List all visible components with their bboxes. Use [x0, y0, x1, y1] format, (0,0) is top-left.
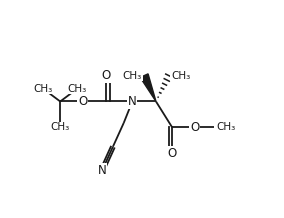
- Text: CH₃: CH₃: [171, 71, 190, 81]
- Text: CH₃: CH₃: [51, 122, 70, 132]
- Text: O: O: [168, 147, 177, 160]
- Text: CH₃: CH₃: [123, 71, 142, 81]
- Text: CH₃: CH₃: [68, 83, 87, 94]
- Text: O: O: [190, 121, 199, 134]
- Text: N: N: [98, 164, 106, 177]
- Polygon shape: [140, 74, 156, 101]
- Text: O: O: [78, 95, 87, 108]
- Text: CH₃: CH₃: [216, 122, 235, 132]
- Text: N: N: [128, 95, 137, 108]
- Text: CH₃: CH₃: [34, 83, 53, 94]
- Text: O: O: [102, 69, 111, 82]
